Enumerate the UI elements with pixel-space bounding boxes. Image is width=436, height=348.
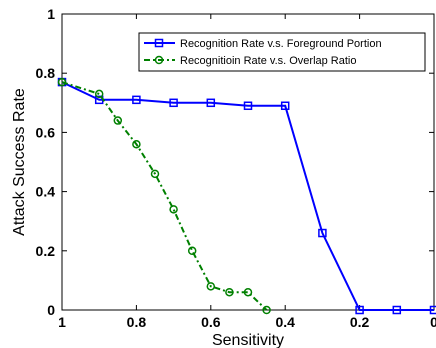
data-point-series-1 [169, 205, 178, 214]
y-tick-label: 0.8 [36, 65, 56, 81]
data-point-series-0 [429, 305, 436, 315]
x-tick-label: 0 [430, 314, 436, 330]
data-point-series-1 [206, 282, 216, 291]
data-point-series-1 [132, 139, 141, 149]
data-point-series-0 [355, 305, 364, 315]
legend-label-0: Recognition Rate v.s. Foreground Portion [180, 38, 382, 50]
y-axis-label: Attack Success Rate [11, 88, 28, 236]
y-tick-label: 0 [47, 302, 55, 318]
legend: Recognition Rate v.s. Foreground Portion… [138, 32, 426, 72]
series-layer [57, 77, 436, 315]
series-line-0 [61, 81, 434, 311]
y-tick-label: 1 [47, 6, 55, 22]
data-point-series-0 [243, 101, 253, 111]
legend-marker-1 [154, 55, 164, 65]
y-tick-label: 0.4 [36, 184, 56, 200]
x-tick-label: 0.6 [201, 314, 221, 330]
data-point-series-1 [225, 287, 234, 297]
x-tick-label: 0.2 [350, 314, 370, 330]
axis-ticks: 1 0.8 0.6 0.4 0.2 0 0 0.2 0.4 0.6 0.8 1 [36, 6, 436, 330]
data-point-series-0 [206, 98, 216, 108]
data-point-series-1 [187, 246, 197, 256]
y-tick-label: 0.2 [36, 243, 56, 259]
x-tick-label: 0.8 [127, 314, 147, 330]
data-point-series-1 [243, 287, 253, 297]
data-point-series-1 [150, 169, 160, 179]
data-point-series-0 [318, 228, 327, 238]
data-point-series-1 [113, 116, 123, 125]
data-point-series-1 [94, 89, 104, 99]
series-line-1 [61, 81, 268, 311]
legend-box [138, 32, 426, 72]
y-tick-label: 0.6 [36, 124, 56, 140]
x-tick-label: 0.4 [275, 314, 295, 330]
legend-label-1: Recognitioin Rate v.s. Overlap Ratio [180, 55, 357, 67]
legend-marker-0 [154, 38, 164, 48]
data-point-series-1 [262, 305, 271, 315]
data-point-series-0 [392, 305, 402, 315]
data-point-series-1 [57, 77, 67, 87]
data-point-series-0 [132, 95, 141, 105]
x-tick-label: 1 [58, 314, 66, 330]
data-point-series-0 [280, 101, 290, 111]
data-point-series-0 [169, 98, 178, 108]
x-axis-label: Sensitivity [212, 332, 284, 348]
